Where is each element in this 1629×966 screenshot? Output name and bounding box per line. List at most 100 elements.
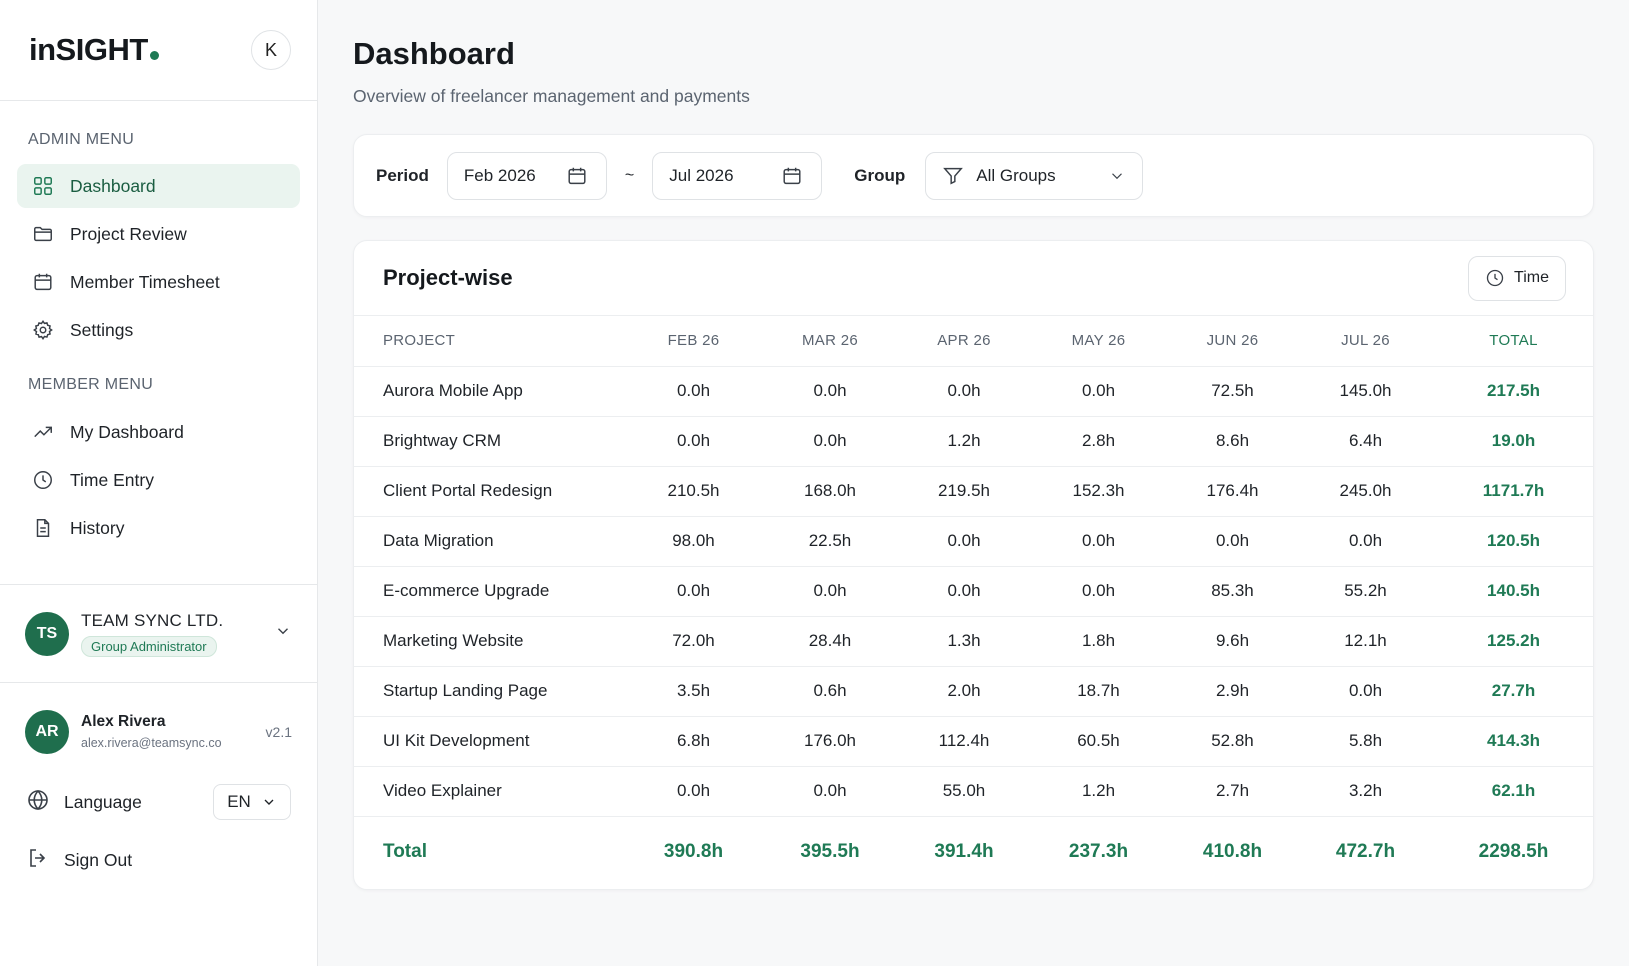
sidebar-item-label: History (70, 517, 125, 538)
hours-cell: 1.2h (897, 416, 1031, 467)
hours-cell: 0.0h (1031, 366, 1166, 417)
hours-cell: 60.5h (1031, 716, 1166, 767)
project-name-cell: Data Migration (354, 516, 624, 567)
logout-icon (26, 846, 50, 875)
column-total-cell: 237.3h (1068, 841, 1129, 863)
org-switcher[interactable]: TS TEAM SYNC LTD. Group Administrator (0, 585, 317, 682)
brand-row: inSIGHT K (0, 0, 317, 101)
project-name-cell: Marketing Website (354, 616, 624, 667)
sidebar-item-label: Member Timesheet (70, 271, 220, 292)
role-badge: Group Administrator (81, 635, 217, 657)
sidebar-item-member-timesheet[interactable]: Member Timesheet (17, 260, 300, 304)
member-menu: MEMBER MENU My Dashboard Time Entry Hist… (0, 356, 317, 550)
total-row: Total 390.8h 395.5h 391.4h 237.3h 410.8h 472.7… (354, 816, 1593, 888)
project-wise-card: Project-wise Time PROJECT FEB 26 MAR 26 APR… (353, 240, 1594, 890)
total-label: Total (383, 841, 427, 863)
hours-cell: 0.0h (1031, 516, 1166, 567)
org-avatar: TS (25, 611, 69, 656)
hours-cell: 0.6h (763, 666, 897, 717)
column-total-cell: 391.4h (934, 841, 994, 863)
card-title: Project-wise (383, 265, 513, 290)
hours-cell: 85.3h (1166, 566, 1299, 617)
collapse-avatar-button[interactable]: K (251, 30, 291, 70)
hours-cell: 245.0h (1299, 466, 1432, 517)
hours-cell: 0.0h (624, 566, 763, 617)
column-total-cell: 395.5h (800, 841, 860, 863)
org-info: TEAM SYNC LTD. Group Administrator (81, 611, 274, 657)
logo-dot (149, 51, 159, 60)
period-label: Period (376, 165, 429, 185)
sidebar-item-history[interactable]: History (17, 506, 300, 550)
sidebar-item-time-entry[interactable]: Time Entry (17, 458, 300, 502)
table-row[interactable]: E-commerce Upgrade 0.0h 0.0h 0.0h 0.0h 85.3h 5… (354, 566, 1593, 617)
chevron-down-icon[interactable] (274, 622, 292, 645)
hours-cell: 0.0h (1031, 566, 1166, 617)
language-select[interactable]: EN (213, 784, 291, 820)
project-name-cell: UI Kit Development (354, 716, 624, 767)
column-header[interactable]: MAR 26 (763, 316, 897, 367)
group-select[interactable]: All Groups (925, 151, 1144, 200)
column-header[interactable]: APR 26 (897, 316, 1031, 367)
column-header[interactable]: TOTAL (1432, 316, 1593, 367)
hours-cell: 1.8h (1031, 616, 1166, 667)
hours-cell: 112.4h (897, 716, 1031, 767)
column-header[interactable]: JUN 26 (1166, 316, 1299, 367)
hours-cell: 152.3h (1031, 466, 1166, 517)
date-range-separator: ~ (624, 166, 635, 184)
hours-cell: 0.0h (763, 416, 897, 467)
hours-cell: 98.0h (624, 516, 763, 567)
column-header[interactable]: MAY 26 (1031, 316, 1166, 367)
table-row[interactable]: UI Kit Development 6.8h 176.0h 112.4h 60.5h 5… (354, 716, 1593, 767)
row-total-cell: 140.5h (1432, 566, 1593, 617)
hours-cell: 12.1h (1299, 616, 1432, 667)
admin-menu-title: ADMIN MENU (28, 131, 135, 148)
admin-menu: ADMIN MENU Dashboard Project Review Memb… (0, 101, 317, 352)
folder-icon (30, 221, 56, 247)
hours-cell: 0.0h (624, 366, 763, 417)
table-row[interactable]: Brightway CRM 0.0h 0.0h 1.2h 2.8h 8.6h 6.4h 19.… (354, 416, 1593, 467)
hours-cell: 2.7h (1166, 766, 1299, 817)
hours-cell: 0.0h (1166, 516, 1299, 567)
column-header[interactable]: PROJECT (354, 316, 624, 367)
time-toggle-button[interactable]: Time (1468, 255, 1566, 301)
sign-out-button[interactable]: Sign Out (0, 838, 317, 882)
sidebar-item-label: Settings (70, 319, 134, 340)
column-header[interactable]: JUL 26 (1299, 316, 1432, 367)
start-date-picker[interactable]: Feb 2026 (446, 151, 607, 200)
end-date-picker[interactable]: Jul 2026 (652, 151, 823, 200)
table-row[interactable]: Marketing Website 72.0h 28.4h 1.3h 1.8h 9.6h 1… (354, 616, 1593, 667)
hours-cell: 0.0h (897, 566, 1031, 617)
hours-cell: 219.5h (897, 466, 1031, 517)
table-row[interactable]: Client Portal Redesign 210.5h 168.0h 219.5h… (354, 466, 1593, 517)
language-value: EN (227, 792, 251, 811)
group-label: Group (854, 165, 906, 185)
hours-cell: 55.0h (897, 766, 1031, 817)
column-total-cell: 390.8h (663, 841, 724, 863)
hours-cell: 0.0h (763, 366, 897, 417)
logo[interactable]: inSIGHT (29, 32, 159, 68)
table-row[interactable]: Startup Landing Page 3.5h 0.6h 2.0h 18.7h 2.9… (354, 666, 1593, 717)
table-row[interactable]: Aurora Mobile App 0.0h 0.0h 0.0h 0.0h 72.5h 14… (354, 366, 1593, 417)
sidebar-item-settings[interactable]: Settings (17, 308, 300, 352)
table-row[interactable]: Video Explainer 0.0h 0.0h 55.0h 1.2h 2.7h 3.2h… (354, 766, 1593, 817)
hours-cell: 5.8h (1299, 716, 1432, 767)
sidebar-item-dashboard[interactable]: Dashboard (17, 164, 300, 208)
column-header[interactable]: FEB 26 (624, 316, 763, 367)
project-name-cell: Video Explainer (354, 766, 624, 817)
sidebar: inSIGHT K ADMIN MENU Dashboard Project R… (0, 0, 318, 966)
sidebar-item-project-review[interactable]: Project Review (17, 212, 300, 256)
version-label: v2.1 (265, 723, 292, 740)
start-date-value: Feb 2026 (463, 165, 536, 185)
trend-icon (30, 419, 56, 445)
hours-cell: 18.7h (1031, 666, 1166, 717)
user-profile[interactable]: AR Alex Rivera alex.rivera@teamsync.co v… (0, 683, 317, 780)
column-total-cell: 472.7h (1335, 841, 1396, 863)
hours-cell: 6.8h (624, 716, 763, 767)
sign-out-label: Sign Out (64, 849, 133, 870)
hours-cell: 145.0h (1299, 366, 1432, 417)
sidebar-item-my-dashboard[interactable]: My Dashboard (17, 410, 300, 454)
hours-cell: 72.5h (1166, 366, 1299, 417)
row-total-cell: 1171.7h (1432, 466, 1593, 517)
table-row[interactable]: Data Migration 98.0h 22.5h 0.0h 0.0h 0.0h 0.0h… (354, 516, 1593, 567)
hours-cell: 1.2h (1031, 766, 1166, 817)
